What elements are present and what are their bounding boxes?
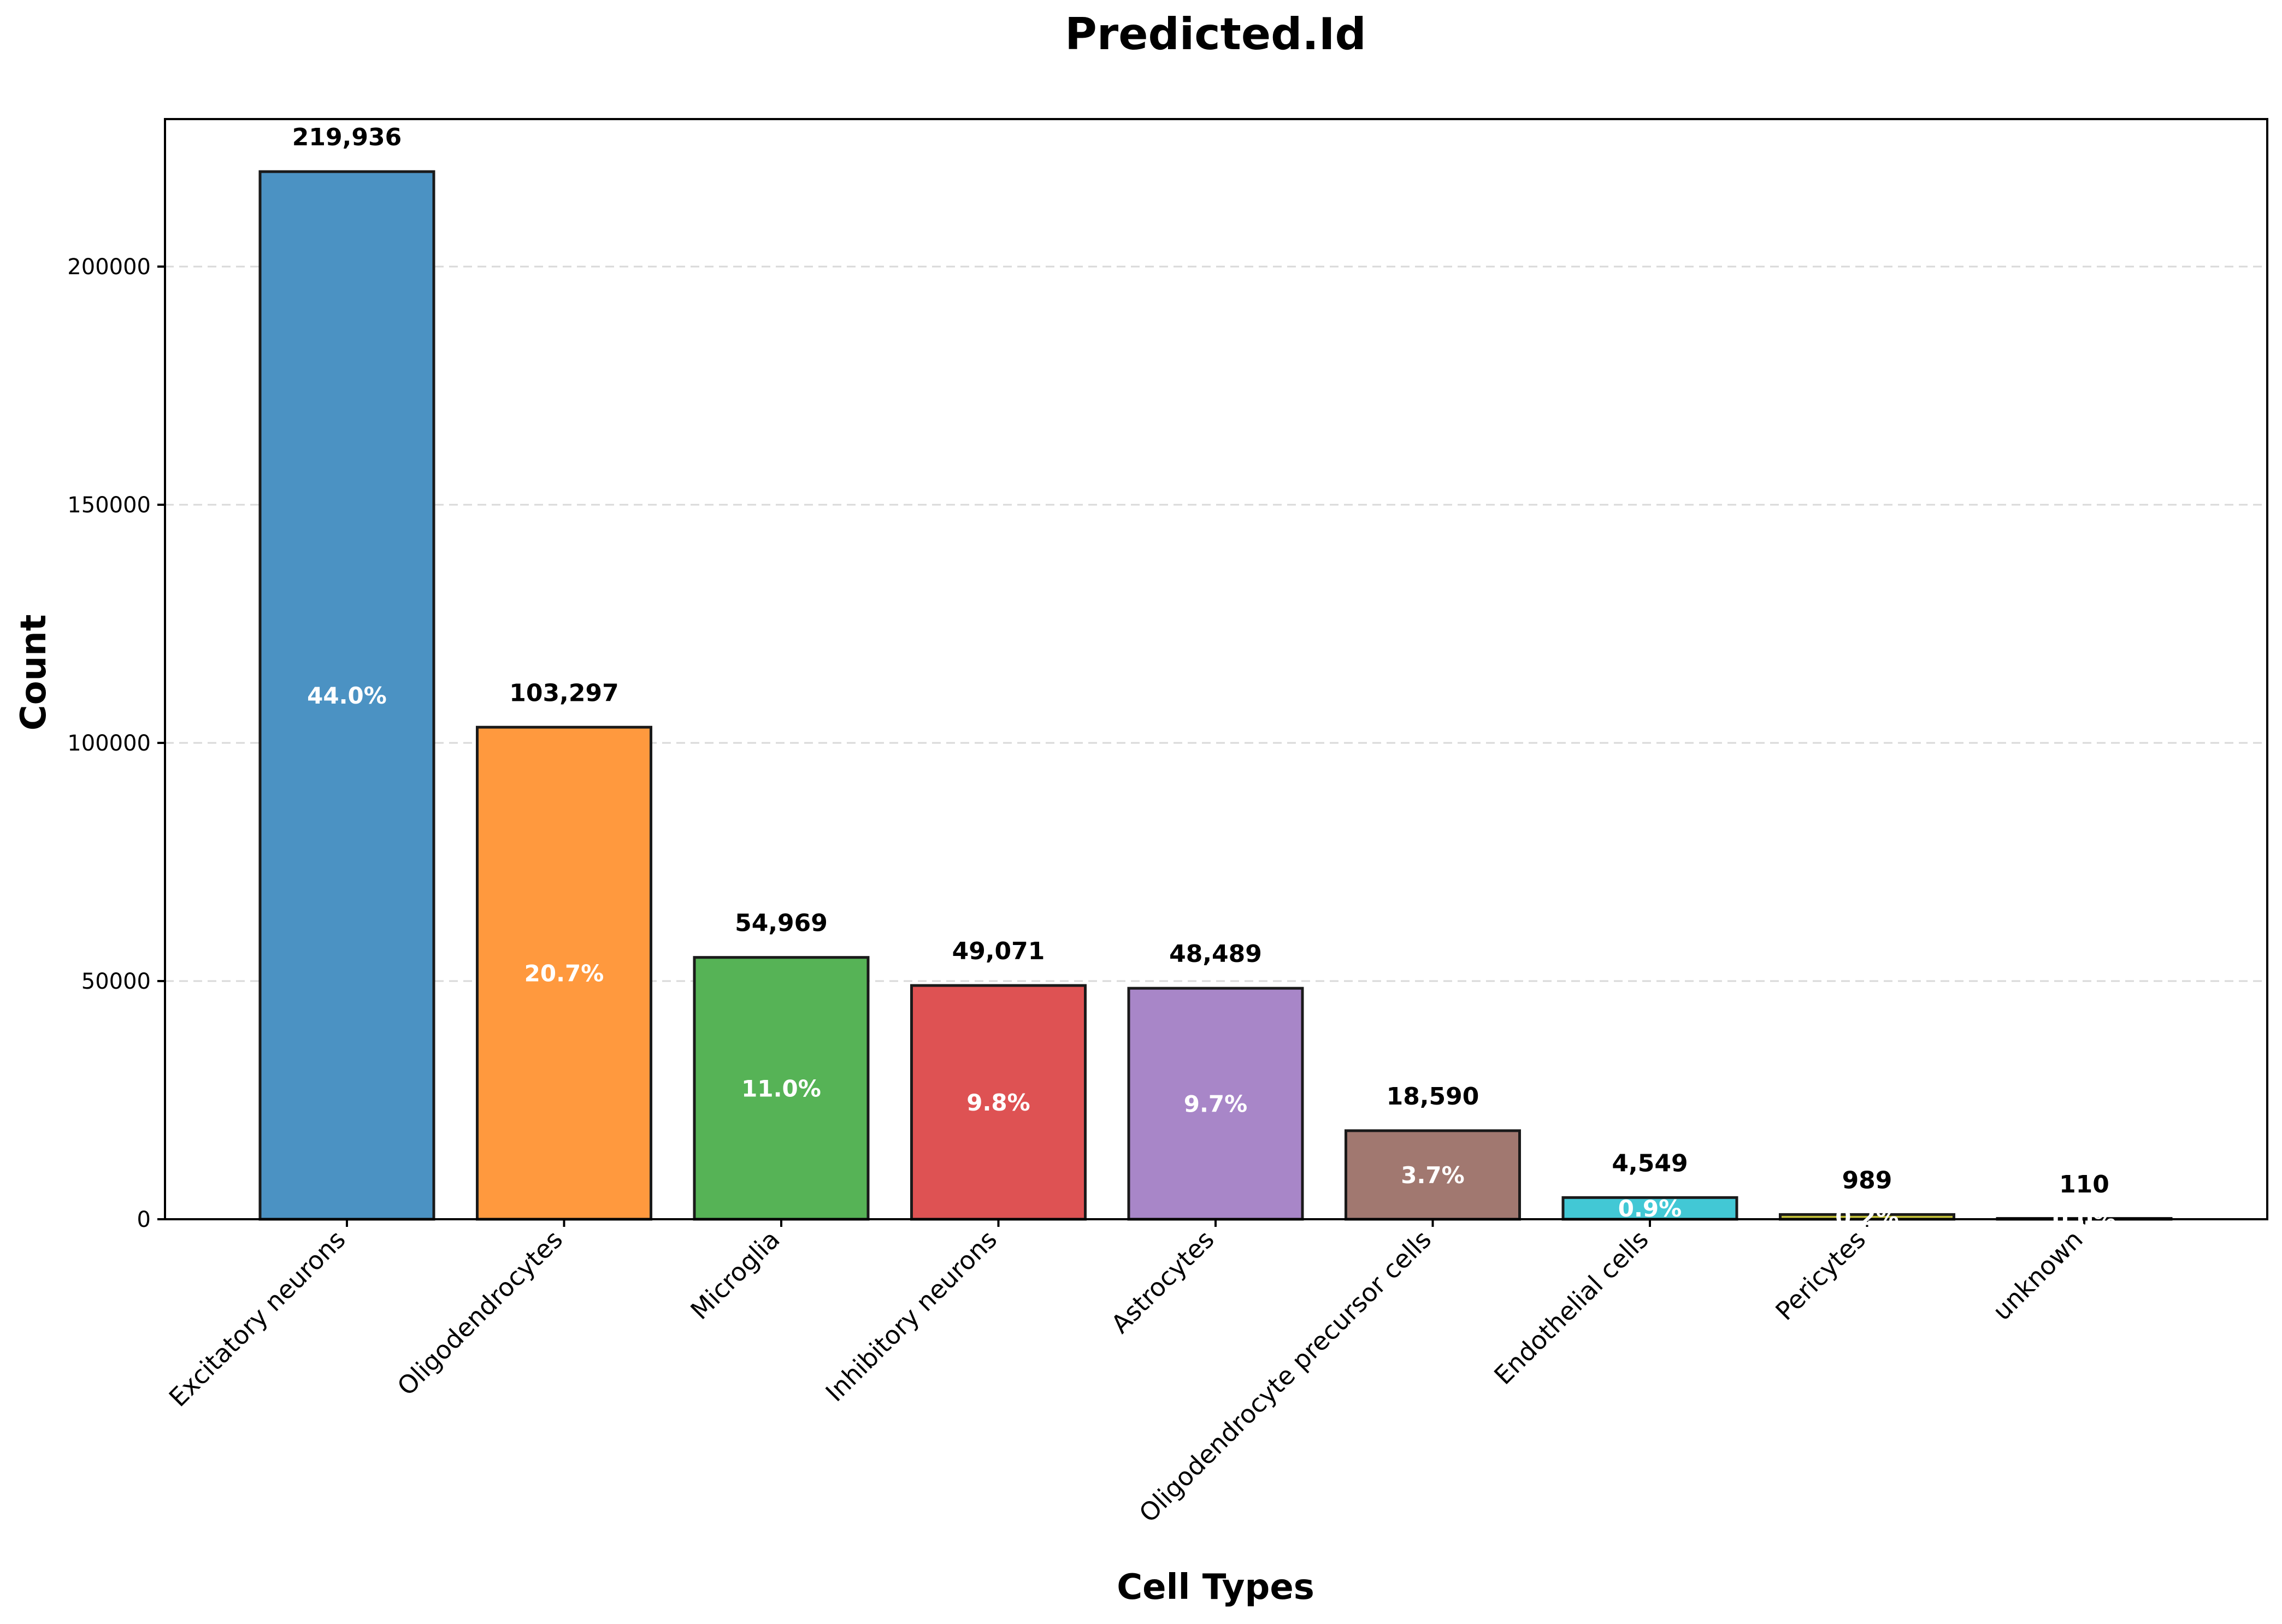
bar-inhibitory-neurons [910, 984, 1087, 1221]
bar-value-label: 49,071 [952, 937, 1045, 965]
y-tick-label: 50000 [81, 969, 151, 994]
bar-percent-label: 0.9% [1618, 1195, 1682, 1222]
bar-percent-label: 9.7% [1184, 1091, 1247, 1118]
bar-percent-label: 0.0% [2053, 1206, 2116, 1233]
x-tick-label: Astrocytes [1105, 1225, 1220, 1339]
x-tick-label: unknown [1987, 1225, 2089, 1326]
x-tick-label: Pericytes [1770, 1225, 1871, 1326]
bar-value-label: 989 [1842, 1166, 1892, 1194]
gridlines [165, 265, 2267, 982]
bar-percent-label: 3.7% [1401, 1162, 1464, 1189]
y-axis-ticks: 0 50000 100000 150000 200000 [67, 255, 165, 1232]
x-axis-label: Cell Types [1117, 1567, 1314, 1608]
bar-percent-label: 0.2% [1835, 1204, 1898, 1231]
bar-astrocytes [1127, 987, 1304, 1221]
bar-labels: 219,936 44.0% 103,297 20.7% 54,969 11.0% 49,07… [292, 123, 2116, 1232]
bar-excitatory-neurons [258, 170, 435, 1221]
y-tick-label: 0 [137, 1207, 151, 1232]
bar-value-label: 110 [2059, 1171, 2109, 1198]
bar-value-label: 48,489 [1169, 940, 1262, 968]
bar-percent-label: 11.0% [741, 1075, 821, 1102]
bar-value-label: 219,936 [292, 123, 402, 151]
x-axis-ticks: Excitatory neurons Oligodendrocytes Microg… [163, 1219, 2089, 1528]
y-tick-label: 100000 [67, 731, 151, 756]
bar-value-label: 18,590 [1387, 1083, 1479, 1111]
bar-oligodendrocyte-precursor-cells [1345, 1129, 1521, 1221]
x-tick-label: Oligodendrocytes [392, 1225, 569, 1402]
bar-value-label: 54,969 [735, 910, 828, 937]
bar-microglia [693, 956, 870, 1221]
bar-value-label: 4,549 [1612, 1149, 1688, 1177]
y-axis-label: Count [14, 615, 54, 731]
bar-percent-label: 44.0% [307, 682, 387, 709]
x-tick-label: Excitatory neurons [163, 1225, 351, 1413]
bar-endothelial-cells [1561, 1196, 1738, 1221]
y-tick-label: 200000 [67, 255, 151, 280]
bar-percent-label: 20.7% [524, 960, 604, 987]
bar-value-label: 103,297 [509, 679, 618, 707]
chart-title: Predicted.Id [1065, 9, 1366, 60]
bars [258, 170, 2173, 1221]
y-tick-label: 150000 [67, 493, 151, 518]
x-tick-label: Inhibitory neurons [820, 1225, 1003, 1408]
x-tick-label: Microglia [685, 1225, 785, 1325]
x-tick-label: Endothelial cells [1488, 1225, 1654, 1391]
bar-percent-label: 9.8% [966, 1089, 1030, 1116]
